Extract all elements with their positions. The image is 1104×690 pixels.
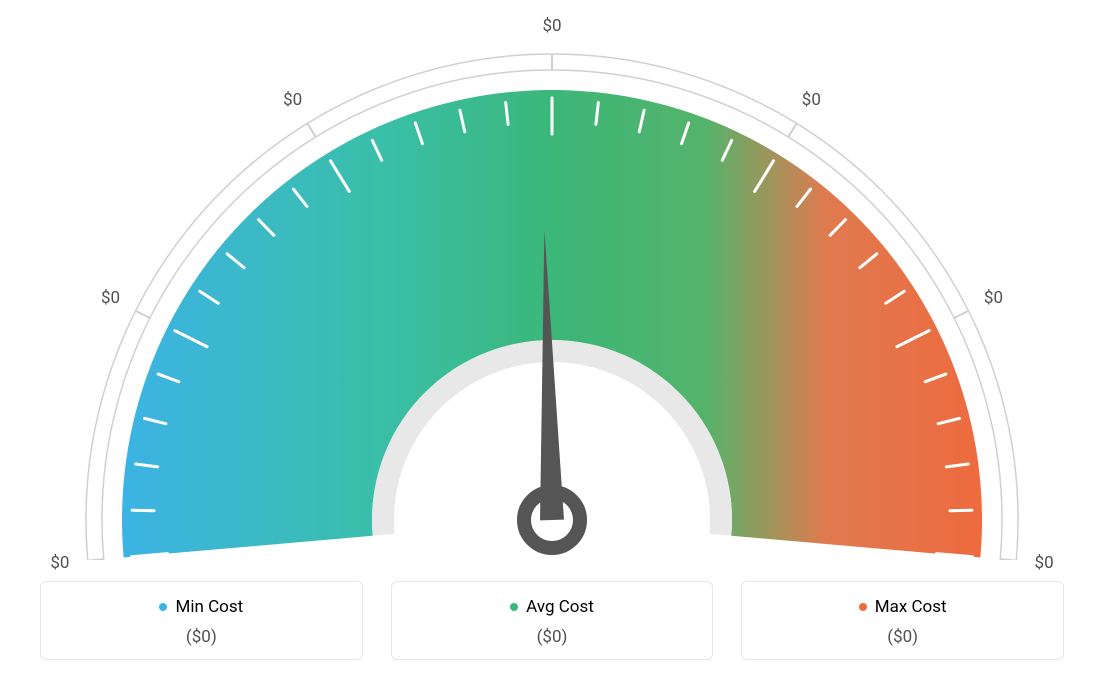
- legend-row: Min Cost ($0) Avg Cost ($0) Max Cost ($0…: [40, 581, 1064, 660]
- legend-title-max: Max Cost: [859, 597, 947, 617]
- swatch-max: [859, 603, 867, 611]
- legend-label-avg: Avg Cost: [526, 597, 594, 617]
- swatch-avg: [510, 603, 518, 611]
- gauge-tick-label: $0: [1035, 553, 1054, 573]
- gauge-cost-widget: $0 $0 $0 $0 $0 $0 $0 Min Cost ($0) Avg Cost ($…: [0, 0, 1104, 690]
- legend-value-avg: ($0): [402, 627, 703, 647]
- legend-value-max: ($0): [752, 627, 1053, 647]
- gauge-svg: [0, 0, 1104, 560]
- gauge-tick-label: $0: [542, 16, 561, 36]
- swatch-min: [159, 603, 167, 611]
- legend-title-avg: Avg Cost: [510, 597, 594, 617]
- gauge-tick-label: $0: [50, 553, 69, 573]
- legend-label-max: Max Cost: [875, 597, 947, 617]
- gauge-tick-label: $0: [283, 90, 302, 110]
- legend-title-min: Min Cost: [159, 597, 243, 617]
- gauge-tick-label: $0: [984, 288, 1003, 308]
- legend-label-min: Min Cost: [175, 597, 243, 617]
- gauge-tick-label: $0: [101, 288, 120, 308]
- gauge-chart: $0$0$0$0$0$0$0: [0, 0, 1104, 560]
- gauge-tick-label: $0: [802, 90, 821, 110]
- legend-card-min: Min Cost ($0): [40, 581, 363, 660]
- legend-card-max: Max Cost ($0): [741, 581, 1064, 660]
- legend-card-avg: Avg Cost ($0): [391, 581, 714, 660]
- legend-value-min: ($0): [51, 627, 352, 647]
